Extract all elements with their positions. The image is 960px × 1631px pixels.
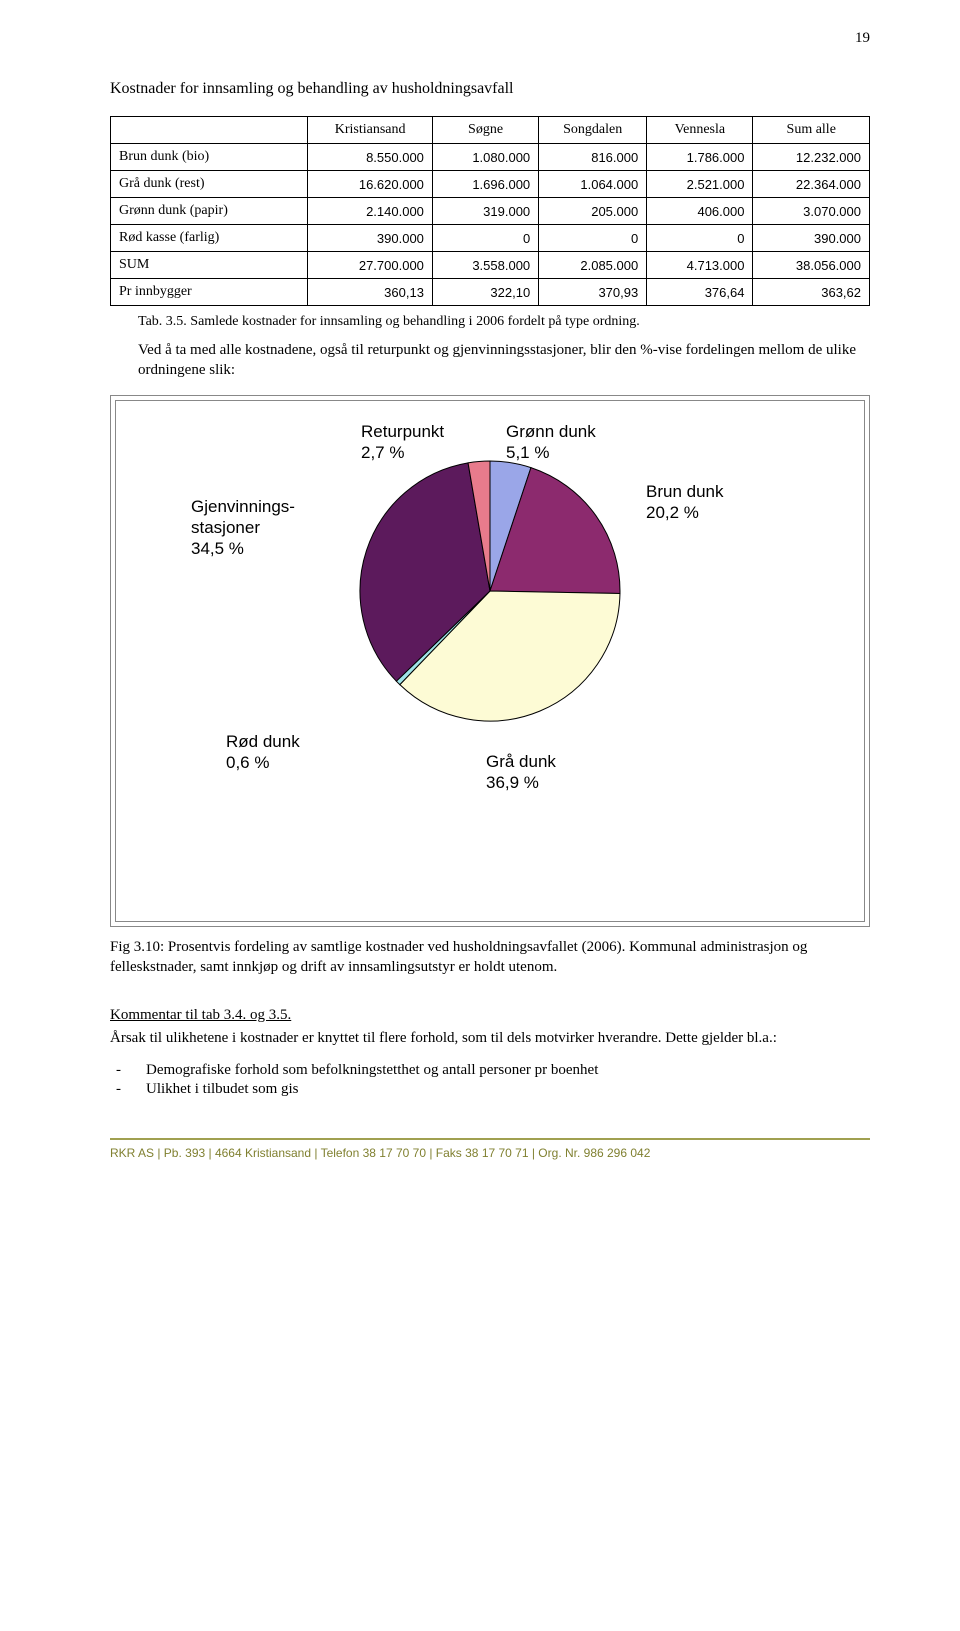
page-footer: RKR AS | Pb. 393 | 4664 Kristiansand | T… [110,1138,870,1160]
table-row: Rød kasse (farlig)390.000000390.000 [111,225,870,252]
cell-value: 406.000 [647,198,753,225]
cell-value: 370,93 [539,279,647,306]
row-label: Grå dunk (rest) [111,171,308,198]
cell-value: 12.232.000 [753,144,870,171]
cell-value: 0 [647,225,753,252]
row-label: Rød kasse (farlig) [111,225,308,252]
intro-paragraph: Ved å ta med alle kostnadene, også til r… [138,340,870,381]
chart-label: Returpunkt2,7 % [361,421,444,464]
row-header-blank [111,117,308,144]
cell-value: 390.000 [308,225,433,252]
cell-value: 363,62 [753,279,870,306]
table-row: Brun dunk (bio)8.550.0001.080.000816.000… [111,144,870,171]
pie-chart [340,441,640,746]
comment-body: Årsak til ulikhetene i kostnader er knyt… [110,1028,870,1048]
cell-value: 1.080.000 [432,144,538,171]
cell-value: 38.056.000 [753,252,870,279]
bullet-list: Demografiske forhold som befolkningstett… [110,1062,870,1098]
cell-value: 319.000 [432,198,538,225]
cell-value: 16.620.000 [308,171,433,198]
cell-value: 322,10 [432,279,538,306]
table-caption: Tab. 3.5. Samlede kostnader for innsamli… [138,314,870,330]
col-header: Songdalen [539,117,647,144]
list-item: Demografiske forhold som befolkningstett… [146,1062,870,1079]
row-label: Brun dunk (bio) [111,144,308,171]
chart-label: Brun dunk20,2 % [646,481,724,524]
table-row: Pr innbygger360,13322,10370,93376,64363,… [111,279,870,306]
comment-heading: Kommentar til tab 3.4. og 3.5. [110,1007,870,1024]
col-header: Søgne [432,117,538,144]
cell-value: 2.140.000 [308,198,433,225]
chart-container: Returpunkt2,7 % Grønn dunk5,1 % Brun dunk2… [110,395,870,927]
cell-value: 27.700.000 [308,252,433,279]
cell-value: 1.064.000 [539,171,647,198]
cell-value: 3.558.000 [432,252,538,279]
row-label: Grønn dunk (papir) [111,198,308,225]
cell-value: 360,13 [308,279,433,306]
cell-value: 816.000 [539,144,647,171]
table-row: Grå dunk (rest)16.620.0001.696.0001.064.… [111,171,870,198]
section-title: Kostnader for innsamling og behandling a… [110,80,870,98]
cell-value: 0 [539,225,647,252]
cell-value: 8.550.000 [308,144,433,171]
chart-label: Rød dunk0,6 % [226,731,300,774]
cost-table: KristiansandSøgneSongdalenVenneslaSum al… [110,116,870,306]
list-item: Ulikhet i tilbudet som gis [146,1081,870,1098]
cell-value: 390.000 [753,225,870,252]
page-number: 19 [855,30,870,47]
row-label: Pr innbygger [111,279,308,306]
chart-label: Grønn dunk5,1 % [506,421,596,464]
cell-value: 205.000 [539,198,647,225]
row-label: SUM [111,252,308,279]
col-header: Kristiansand [308,117,433,144]
cell-value: 22.364.000 [753,171,870,198]
cell-value: 2.085.000 [539,252,647,279]
chart-label: Grå dunk36,9 % [486,751,556,794]
col-header: Sum alle [753,117,870,144]
cell-value: 4.713.000 [647,252,753,279]
cell-value: 1.696.000 [432,171,538,198]
table-row: Grønn dunk (papir)2.140.000319.000205.00… [111,198,870,225]
figure-caption: Fig 3.10: Prosentvis fordeling av samtli… [110,937,870,978]
cell-value: 2.521.000 [647,171,753,198]
table-row: SUM27.700.0003.558.0002.085.0004.713.000… [111,252,870,279]
chart-label: Gjenvinnings-stasjoner34,5 % [191,496,295,560]
cell-value: 376,64 [647,279,753,306]
col-header: Vennesla [647,117,753,144]
cell-value: 3.070.000 [753,198,870,225]
cell-value: 1.786.000 [647,144,753,171]
cell-value: 0 [432,225,538,252]
